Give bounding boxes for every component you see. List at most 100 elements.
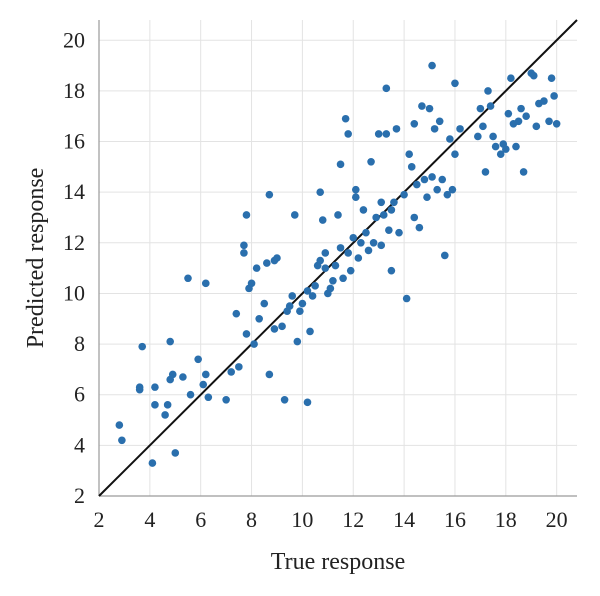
data-point bbox=[425, 104, 434, 113]
data-point bbox=[507, 74, 515, 83]
data-point bbox=[415, 223, 424, 232]
y-tick-label: 4 bbox=[74, 432, 85, 457]
y-tick-label: 20 bbox=[63, 27, 85, 52]
data-point bbox=[351, 185, 360, 194]
x-tick-label: 14 bbox=[393, 507, 415, 532]
data-point bbox=[201, 279, 210, 288]
x-axis-title: True response bbox=[271, 549, 405, 575]
data-point bbox=[135, 383, 144, 391]
data-point bbox=[336, 244, 345, 252]
x-tick-label: 20 bbox=[546, 507, 568, 532]
x-tick-label: 16 bbox=[444, 507, 466, 532]
data-point bbox=[387, 206, 396, 214]
data-point bbox=[430, 125, 439, 133]
data-point bbox=[161, 411, 169, 419]
data-point bbox=[138, 342, 147, 351]
data-point bbox=[402, 294, 411, 303]
data-point bbox=[410, 213, 419, 222]
data-point bbox=[446, 135, 454, 143]
data-point bbox=[339, 274, 347, 283]
data-point bbox=[484, 87, 492, 95]
data-point bbox=[232, 309, 241, 318]
data-point bbox=[296, 307, 304, 315]
data-point bbox=[547, 74, 556, 83]
y-tick-label: 2 bbox=[74, 483, 85, 508]
data-point bbox=[293, 337, 302, 346]
data-point bbox=[440, 251, 449, 260]
x-tick-label: 4 bbox=[144, 507, 155, 532]
data-point bbox=[377, 241, 386, 250]
data-point bbox=[405, 150, 413, 158]
data-point bbox=[290, 211, 299, 219]
reference-line-group bbox=[98, 19, 578, 497]
data-point bbox=[390, 198, 398, 207]
data-point bbox=[448, 185, 457, 194]
data-point bbox=[344, 130, 352, 138]
data-point bbox=[504, 109, 513, 118]
y-tick-labels: 2 4 6 8 10 12 14 16 18 20 bbox=[63, 27, 85, 508]
data-point bbox=[428, 61, 436, 70]
y-tick-label: 18 bbox=[63, 78, 85, 103]
data-point bbox=[115, 421, 124, 429]
data-point bbox=[308, 292, 317, 300]
reference-line bbox=[98, 19, 578, 497]
data-point bbox=[392, 125, 401, 133]
data-point bbox=[311, 282, 319, 290]
data-point bbox=[420, 175, 429, 184]
data-point bbox=[369, 239, 378, 247]
data-point bbox=[250, 340, 258, 348]
x-tick-label: 18 bbox=[495, 507, 517, 532]
data-point bbox=[357, 239, 365, 247]
data-point bbox=[400, 190, 408, 199]
plot-frame bbox=[98, 20, 577, 497]
data-point bbox=[334, 211, 342, 219]
data-point bbox=[341, 114, 350, 123]
data-point bbox=[522, 112, 530, 121]
y-tick-label: 16 bbox=[63, 129, 85, 154]
data-point bbox=[387, 266, 396, 275]
data-point bbox=[235, 363, 243, 371]
data-point bbox=[479, 122, 487, 131]
data-point bbox=[519, 168, 528, 176]
data-point bbox=[240, 249, 248, 257]
data-point bbox=[474, 132, 482, 141]
data-point bbox=[382, 130, 391, 138]
data-point bbox=[514, 117, 523, 126]
data-point bbox=[517, 104, 525, 113]
data-point bbox=[242, 211, 251, 219]
data-point bbox=[377, 198, 386, 207]
data-point bbox=[288, 292, 297, 300]
data-point bbox=[351, 193, 360, 202]
data-point bbox=[407, 163, 416, 171]
data-point bbox=[331, 261, 340, 270]
y-tick-label: 12 bbox=[63, 230, 85, 255]
data-point bbox=[502, 145, 510, 153]
data-point bbox=[456, 125, 464, 133]
data-point bbox=[298, 299, 307, 308]
data-point bbox=[321, 249, 330, 257]
y-tick-label: 6 bbox=[74, 382, 85, 407]
data-point bbox=[545, 117, 553, 126]
data-point bbox=[303, 398, 312, 407]
x-tick-label: 2 bbox=[94, 507, 105, 532]
x-tick-label: 10 bbox=[291, 507, 313, 532]
data-point bbox=[443, 190, 452, 199]
data-point bbox=[486, 102, 495, 110]
data-point bbox=[540, 97, 548, 105]
data-point bbox=[481, 168, 490, 176]
data-point bbox=[413, 180, 421, 189]
data-point bbox=[476, 104, 485, 113]
y-tick-label: 10 bbox=[63, 280, 85, 305]
data-point bbox=[496, 150, 505, 158]
data-point bbox=[265, 190, 274, 199]
data-point bbox=[201, 370, 210, 379]
data-point bbox=[385, 226, 393, 234]
y-tick-label: 14 bbox=[63, 179, 85, 204]
x-tick-label: 8 bbox=[246, 507, 257, 532]
data-point bbox=[263, 259, 271, 267]
data-point bbox=[270, 325, 279, 333]
data-point bbox=[374, 130, 383, 138]
data-point bbox=[329, 276, 337, 285]
data-point bbox=[451, 150, 459, 158]
